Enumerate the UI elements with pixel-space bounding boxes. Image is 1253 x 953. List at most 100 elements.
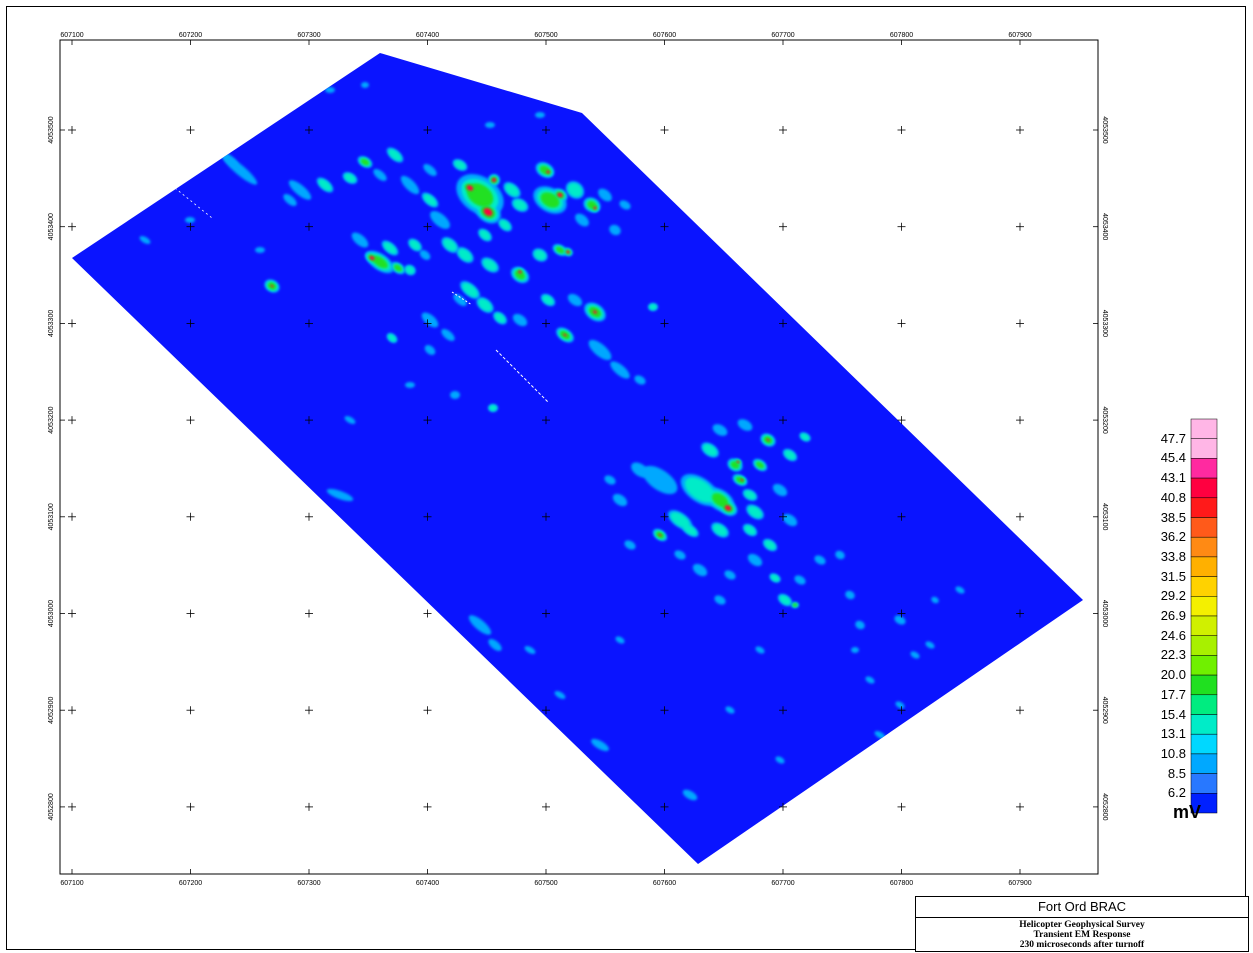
anomaly-blob xyxy=(540,192,560,208)
grid-cross xyxy=(68,126,76,134)
grid-cross xyxy=(1016,609,1024,618)
y-tick-label-right: 4053300 xyxy=(1101,310,1108,337)
anomaly-blob xyxy=(430,211,450,229)
grid-cross xyxy=(68,802,76,811)
anomaly-blob xyxy=(405,382,415,388)
anomaly-blob xyxy=(835,550,845,560)
grid-cross xyxy=(779,802,787,811)
anomaly-blob xyxy=(955,586,965,594)
anomaly-blob xyxy=(724,505,732,511)
grid-cross xyxy=(305,126,313,134)
x-tick-label-top: 607400 xyxy=(416,32,439,39)
anomaly-blob xyxy=(784,450,796,460)
x-tick-label-bottom: 607200 xyxy=(179,880,202,887)
anomaly-blob xyxy=(865,676,875,684)
x-tick-label-bottom: 607700 xyxy=(771,880,794,887)
grid-cross xyxy=(897,802,906,811)
page-frame xyxy=(6,6,1246,950)
colorbar-swatch xyxy=(1190,773,1218,794)
colorbar-label: 20.0 xyxy=(1160,667,1186,683)
grid-cross xyxy=(423,802,432,811)
anomaly-blob xyxy=(535,112,545,118)
anomaly-blob xyxy=(674,550,686,560)
grid-cross xyxy=(305,319,313,328)
grid-cross xyxy=(423,609,432,618)
colorbar-label: 13.1 xyxy=(1160,726,1186,742)
grid-cross xyxy=(779,512,787,521)
y-tick-label-left: 4053500 xyxy=(48,116,55,143)
anomaly-blob xyxy=(373,169,387,181)
title-block: Fort Ord BRAC Helicopter Geophysical Sur… xyxy=(915,896,1249,952)
colorbar-label: 29.2 xyxy=(1160,588,1186,604)
grid-cross xyxy=(779,319,787,328)
anomaly-blob xyxy=(419,250,431,260)
grid-cross xyxy=(1016,512,1024,521)
anomaly-blob xyxy=(441,329,455,341)
anomaly-blob xyxy=(766,438,770,442)
grid-cross xyxy=(542,416,550,425)
colorbar-swatch xyxy=(1190,694,1218,715)
grid-cross xyxy=(542,512,550,521)
anomaly-blob xyxy=(534,249,546,261)
anomaly-blob xyxy=(454,160,466,170)
grid-cross xyxy=(186,416,195,425)
grid-cross xyxy=(423,706,432,715)
colorbar-label: 22.3 xyxy=(1160,647,1186,663)
anomaly-blob xyxy=(567,183,583,197)
anomaly-blob xyxy=(388,149,402,161)
anomaly-blob xyxy=(462,282,478,298)
grid-cross xyxy=(423,512,432,521)
grid-cross xyxy=(542,802,550,811)
colorbar-unit: mV xyxy=(1173,802,1202,822)
anomaly-blob xyxy=(794,575,806,585)
anomaly-blob xyxy=(711,493,729,507)
anomaly-blob xyxy=(325,87,335,93)
anomaly-blob xyxy=(683,524,697,536)
anomaly-blob xyxy=(518,270,522,274)
anomaly-blob xyxy=(400,175,420,195)
anomaly-blob xyxy=(755,461,765,469)
anomaly-blob xyxy=(792,603,798,607)
subtitle-line-2: Transient EM Response xyxy=(1033,930,1131,940)
grid-cross xyxy=(186,126,195,134)
grid-cross xyxy=(660,802,669,811)
anomaly-blob xyxy=(684,477,716,503)
anomaly-blob xyxy=(424,345,436,355)
colorbar-swatch xyxy=(1190,635,1218,656)
anomaly-blob xyxy=(714,595,726,605)
colorbar-swatch xyxy=(1190,615,1218,636)
colorbar-label: 15.4 xyxy=(1160,706,1186,722)
anomaly-blob xyxy=(546,170,550,174)
anomaly-blob xyxy=(800,433,810,441)
grid-cross xyxy=(186,512,195,521)
grid-cross xyxy=(423,319,432,328)
anomaly-blob xyxy=(925,641,935,649)
x-tick-label-bottom: 607900 xyxy=(1008,880,1031,887)
x-tick-label-top: 607200 xyxy=(179,32,202,39)
anomaly-blob xyxy=(744,490,756,500)
grid-cross xyxy=(68,222,76,231)
grid-cross xyxy=(779,416,787,425)
grid-cross xyxy=(542,126,550,134)
anomaly-blob xyxy=(554,691,566,699)
grid-cross xyxy=(897,609,906,618)
data-gap-line xyxy=(495,349,549,403)
anomaly-blob xyxy=(593,310,597,314)
y-tick-label-left: 4053100 xyxy=(48,503,55,530)
anomaly-blob xyxy=(604,475,616,485)
anomaly-blob xyxy=(692,563,708,577)
anomaly-blob xyxy=(609,224,621,236)
y-tick-label-right: 4052900 xyxy=(1101,697,1108,724)
anomaly-blob xyxy=(512,313,528,327)
anomaly-blob xyxy=(485,122,495,128)
colorbar-label: 33.8 xyxy=(1160,548,1186,564)
x-tick-labels-bottom: 607100 607200 607300 607400 607500 607600 6077… xyxy=(60,880,1031,887)
anomaly-blob xyxy=(740,478,744,482)
anomaly-blob xyxy=(772,483,788,497)
grid-cross xyxy=(660,706,669,715)
anomaly-blob xyxy=(764,540,776,550)
anomaly-blob xyxy=(649,303,657,311)
x-tick-label-bottom: 607600 xyxy=(653,880,676,887)
y-tick-label-left: 4053400 xyxy=(48,213,55,240)
